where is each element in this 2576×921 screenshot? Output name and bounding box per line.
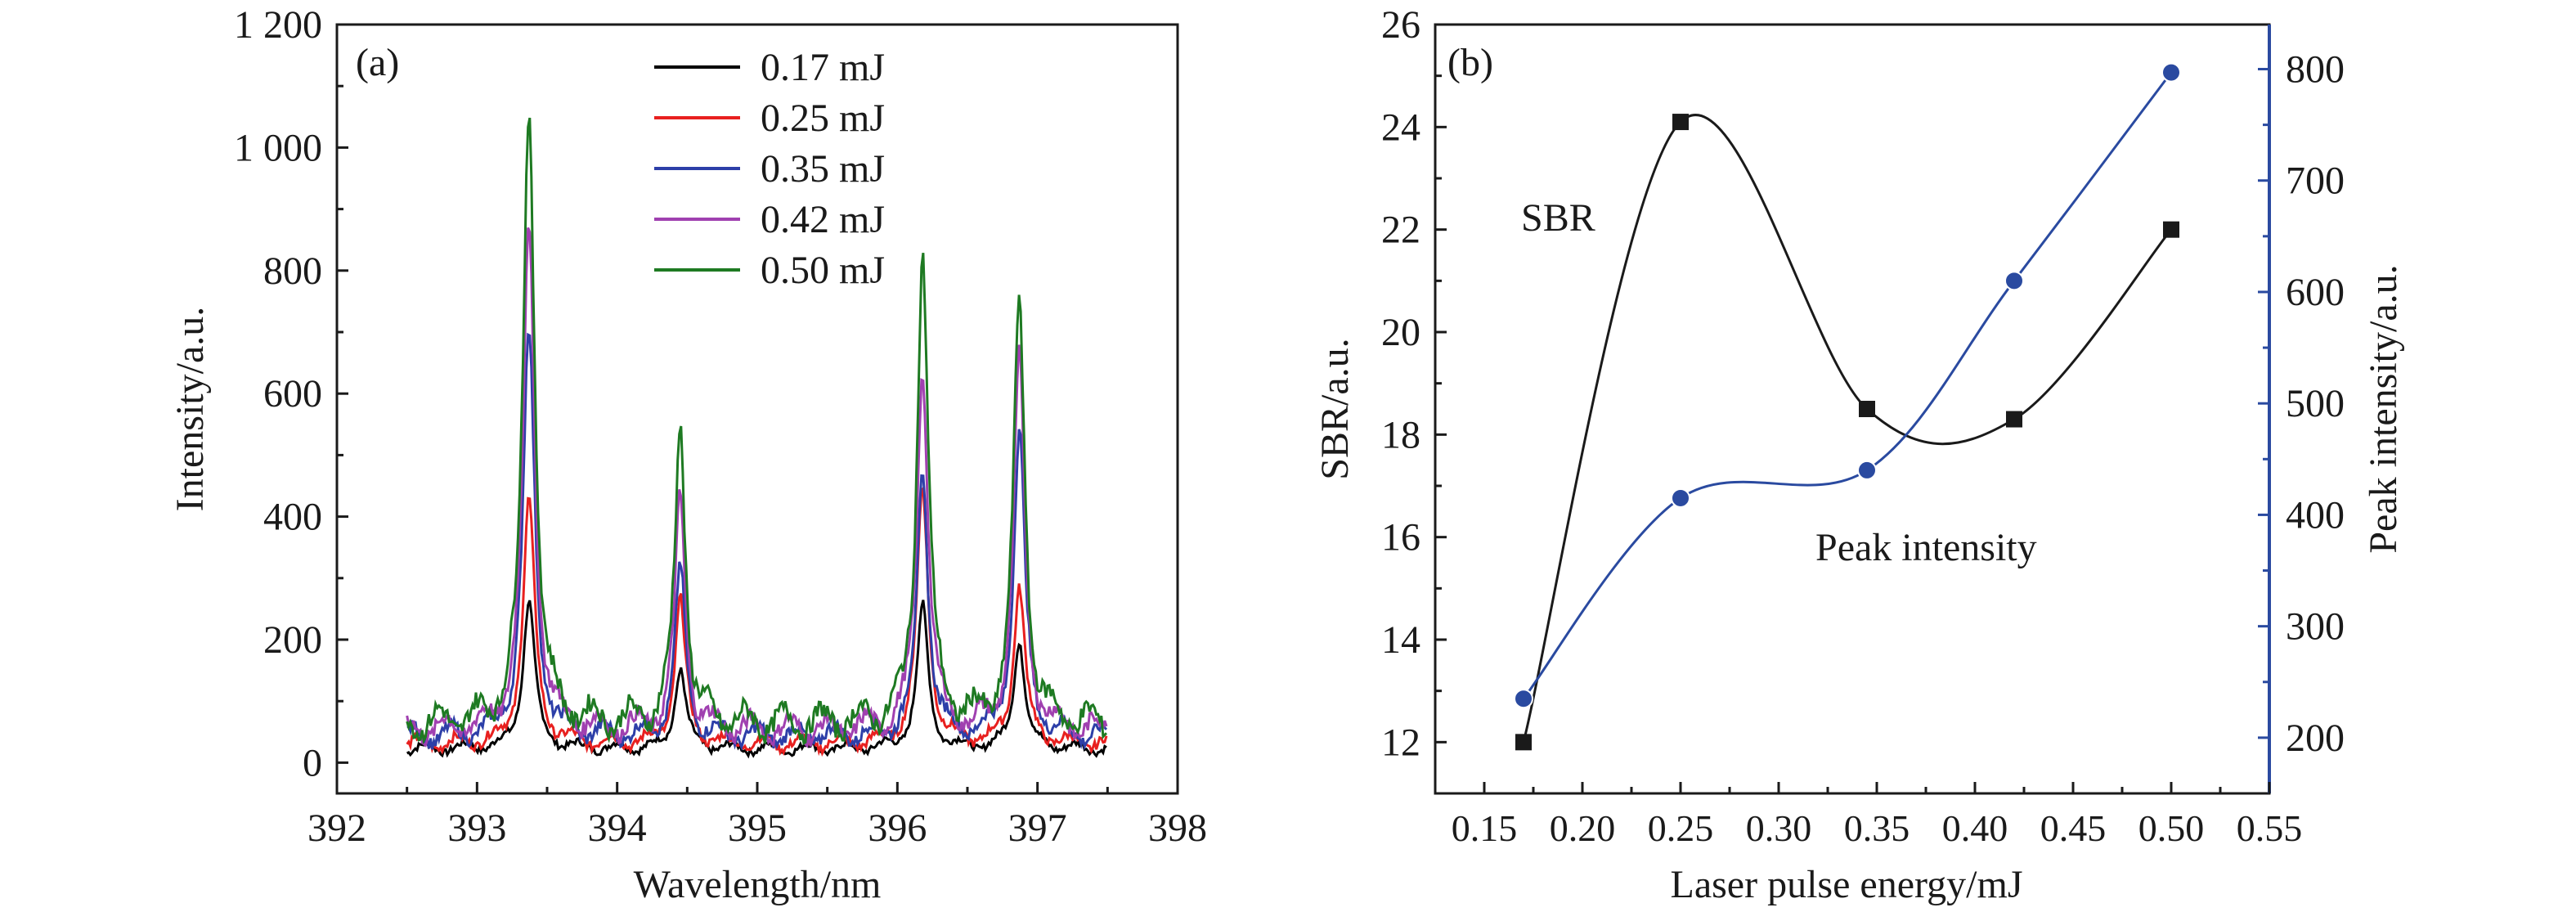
marker-peak-intensity	[2161, 62, 2181, 83]
y-right-tick-label: 300	[2286, 605, 2345, 649]
y-tick-label: 0	[303, 741, 322, 784]
panel-a-ticks: 392 393 394 395 396 397 398 0 200 400 600 800 1 000 1…	[234, 3, 1207, 850]
y-tick-label: 20	[1381, 311, 1420, 354]
marker-sbr	[2163, 221, 2179, 238]
x-tick-label: 0.30	[1746, 807, 1812, 849]
panel-b-sbr-annotation: SBR	[1521, 196, 1595, 240]
curve-sbr	[1522, 114, 2173, 743]
panel-a-plot-frame	[335, 23, 1179, 795]
marker-sbr	[1672, 114, 1689, 131]
marker-sbr	[2006, 411, 2022, 428]
x-tick-label: 398	[1148, 806, 1207, 850]
panel-b-series-group	[1514, 62, 2181, 751]
x-tick-label: 394	[588, 806, 647, 850]
x-tick-label: 0.15	[1452, 807, 1518, 849]
y-right-tick-label: 500	[2286, 382, 2345, 425]
x-tick-label: 0.35	[1844, 807, 1910, 849]
x-tick-label: 0.25	[1648, 807, 1714, 849]
marker-peak-intensity	[1514, 689, 1533, 709]
legend-label-0-17-mj: 0.17 mJ	[761, 46, 885, 89]
y-tick-label: 1 000	[234, 126, 322, 169]
panel-a-intensity-spectra: 392 393 394 395 396 397 398 0 200 400 600 800 1 000 1…	[168, 3, 1207, 906]
legend-label-0-25-mj: 0.25 mJ	[761, 97, 885, 140]
y-right-tick-label: 400	[2286, 493, 2345, 537]
y-tick-label: 12	[1381, 721, 1420, 764]
marker-sbr	[1515, 734, 1532, 751]
y-tick-label: 800	[263, 249, 322, 293]
y-tick-label: 16	[1381, 516, 1420, 559]
panel-b-x-axis-title: Laser pulse energy/mJ	[1671, 863, 2023, 906]
y-tick-label: 400	[263, 496, 322, 539]
y-right-tick-label: 800	[2286, 47, 2345, 91]
y-tick-label: 22	[1381, 209, 1420, 252]
marker-peak-intensity	[1671, 487, 1690, 508]
x-tick-label: 0.40	[1942, 807, 2008, 849]
marker-peak-intensity	[2004, 271, 2024, 291]
panel-b-plot-frame	[1434, 23, 2271, 795]
x-tick-label: 0.20	[1550, 807, 1616, 849]
panel-b-sbr-peak-intensity: 0.15 0.20 0.25 0.30 0.35 0.40 0.45 0.50 0.55 12 14…	[1313, 3, 2405, 906]
x-tick-label: 0.45	[2040, 807, 2107, 849]
panel-a-legend: 0.17 mJ 0.25 mJ 0.35 mJ 0.42 mJ 0.50 mJ	[654, 46, 885, 292]
y-tick-label: 24	[1381, 106, 1420, 149]
spectrum-line-0-50-mj	[406, 117, 1108, 746]
y-tick-label: 26	[1381, 3, 1420, 47]
x-tick-label: 0.50	[2138, 807, 2205, 849]
x-tick-label: 0.55	[2237, 807, 2303, 849]
x-tick-label: 397	[1008, 806, 1067, 850]
panel-b-ticks: 0.15 0.20 0.25 0.30 0.35 0.40 0.45 0.50 0.55 12 14…	[1381, 3, 2345, 849]
panel-a-label: (a)	[356, 41, 399, 84]
panel-b-peak-intensity-annotation: Peak intensity	[1815, 526, 2037, 569]
x-tick-label: 395	[728, 806, 787, 850]
y-tick-label: 18	[1381, 413, 1420, 456]
legend-label-0-50-mj: 0.50 mJ	[761, 249, 885, 292]
x-tick-label: 393	[447, 806, 506, 850]
y-right-tick-label: 600	[2286, 271, 2345, 314]
y-right-tick-label: 200	[2286, 717, 2345, 760]
panel-b-label: (b)	[1447, 41, 1493, 84]
legend-label-0-42-mj: 0.42 mJ	[761, 198, 885, 241]
marker-sbr	[1859, 401, 1875, 417]
x-tick-label: 396	[868, 806, 927, 850]
spectrum-line-0-17-mj	[406, 600, 1107, 759]
panel-a-x-axis-title: Wavelength/nm	[634, 863, 882, 906]
panel-b-y-axis-title-right: Peak intensity/a.u.	[2362, 264, 2405, 553]
spectrum-line-0-25-mj	[406, 485, 1108, 757]
x-tick-label: 392	[307, 806, 366, 850]
marker-peak-intensity	[1857, 460, 1877, 480]
y-right-tick-label: 700	[2286, 159, 2345, 203]
y-tick-label: 14	[1381, 618, 1420, 662]
y-tick-label: 600	[263, 372, 322, 416]
legend-label-0-35-mj: 0.35 mJ	[761, 147, 885, 191]
y-tick-label: 200	[263, 618, 322, 662]
y-tick-label: 1 200	[234, 3, 322, 47]
panel-a-y-axis-title: Intensity/a.u.	[168, 307, 212, 512]
panel-a-series-group	[406, 117, 1108, 759]
panel-b-y-axis-title-left: SBR/a.u.	[1313, 338, 1357, 479]
